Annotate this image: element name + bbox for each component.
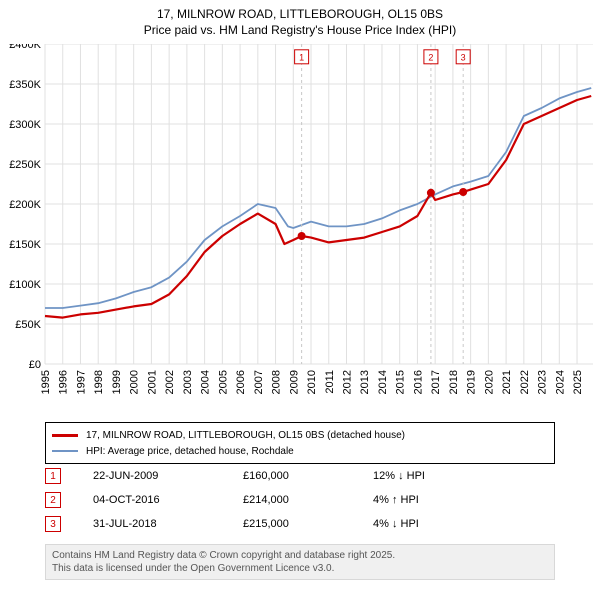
annotation-table: 1 22-JUN-2009 £160,000 12% ↓ HPI 2 04-OC… [45,464,555,536]
svg-text:2009: 2009 [288,370,300,394]
svg-text:2010: 2010 [306,370,318,394]
legend-swatch [52,450,78,452]
svg-text:1: 1 [299,52,304,62]
annotation-row: 1 22-JUN-2009 £160,000 12% ↓ HPI [45,464,555,488]
annotation-change: 12% ↓ HPI [373,470,425,482]
annotation-change: 4% ↑ HPI [373,494,419,506]
legend-label: 17, MILNROW ROAD, LITTLEBOROUGH, OL15 0B… [86,430,405,441]
svg-text:1999: 1999 [111,370,123,394]
attribution-footer: Contains HM Land Registry data © Crown c… [45,544,555,580]
svg-text:1998: 1998 [93,370,105,394]
svg-text:2002: 2002 [164,370,176,394]
annotation-date: 04-OCT-2016 [93,494,243,506]
svg-text:2007: 2007 [253,370,265,394]
annotation-date: 31-JUL-2018 [93,518,243,530]
annotation-row: 3 31-JUL-2018 £215,000 4% ↓ HPI [45,512,555,536]
svg-text:2: 2 [428,52,433,62]
legend-swatch [52,434,78,437]
annotation-date: 22-JUN-2009 [93,470,243,482]
svg-text:2022: 2022 [519,370,531,394]
svg-text:2025: 2025 [572,370,584,394]
svg-text:£200K: £200K [9,199,41,211]
svg-text:1995: 1995 [40,370,52,394]
footer-line-2: This data is licensed under the Open Gov… [52,562,548,575]
annotation-change: 4% ↓ HPI [373,518,419,530]
svg-text:2015: 2015 [395,370,407,394]
annotation-price: £214,000 [243,494,373,506]
svg-text:£0: £0 [29,359,41,371]
chart-title: 17, MILNROW ROAD, LITTLEBOROUGH, OL15 0B… [0,0,600,38]
svg-text:2012: 2012 [341,370,353,394]
svg-text:2004: 2004 [200,370,212,394]
svg-text:2003: 2003 [182,370,194,394]
svg-text:2021: 2021 [501,370,513,394]
svg-text:2019: 2019 [466,370,478,394]
svg-text:2024: 2024 [554,370,566,394]
svg-text:£100K: £100K [9,279,41,291]
footer-line-1: Contains HM Land Registry data © Crown c… [52,549,548,562]
svg-text:£400K: £400K [9,44,41,51]
svg-text:2005: 2005 [217,370,229,394]
svg-text:2020: 2020 [483,370,495,394]
legend-item: HPI: Average price, detached house, Roch… [52,443,548,459]
svg-text:£50K: £50K [15,319,41,331]
svg-text:2014: 2014 [377,370,389,394]
svg-text:2001: 2001 [146,370,158,394]
svg-text:2018: 2018 [448,370,460,394]
svg-text:1997: 1997 [75,370,87,394]
svg-text:£150K: £150K [9,239,41,251]
svg-text:2017: 2017 [430,370,442,394]
annotation-badge: 3 [45,516,61,532]
svg-text:3: 3 [461,52,466,62]
legend: 17, MILNROW ROAD, LITTLEBOROUGH, OL15 0B… [45,422,555,464]
svg-text:2006: 2006 [235,370,247,394]
legend-item: 17, MILNROW ROAD, LITTLEBOROUGH, OL15 0B… [52,427,548,443]
svg-text:£300K: £300K [9,119,41,131]
price-chart: £0 £50K £100K £150K £200K £250K £300K £350K £400… [0,44,600,416]
svg-text:2023: 2023 [537,370,549,394]
title-line-1: 17, MILNROW ROAD, LITTLEBOROUGH, OL15 0B… [0,6,600,22]
svg-text:2016: 2016 [412,370,424,394]
annotation-badge: 1 [45,468,61,484]
annotation-badge: 2 [45,492,61,508]
annotation-price: £160,000 [243,470,373,482]
svg-text:£250K: £250K [9,159,41,171]
svg-text:2000: 2000 [129,370,141,394]
svg-text:2008: 2008 [271,370,283,394]
annotation-row: 2 04-OCT-2016 £214,000 4% ↑ HPI [45,488,555,512]
legend-label: HPI: Average price, detached house, Roch… [86,446,294,457]
svg-text:2013: 2013 [359,370,371,394]
annotation-price: £215,000 [243,518,373,530]
title-line-2: Price paid vs. HM Land Registry's House … [0,22,600,38]
svg-text:£350K: £350K [9,79,41,91]
svg-text:1996: 1996 [58,370,70,394]
svg-text:2011: 2011 [324,370,336,394]
